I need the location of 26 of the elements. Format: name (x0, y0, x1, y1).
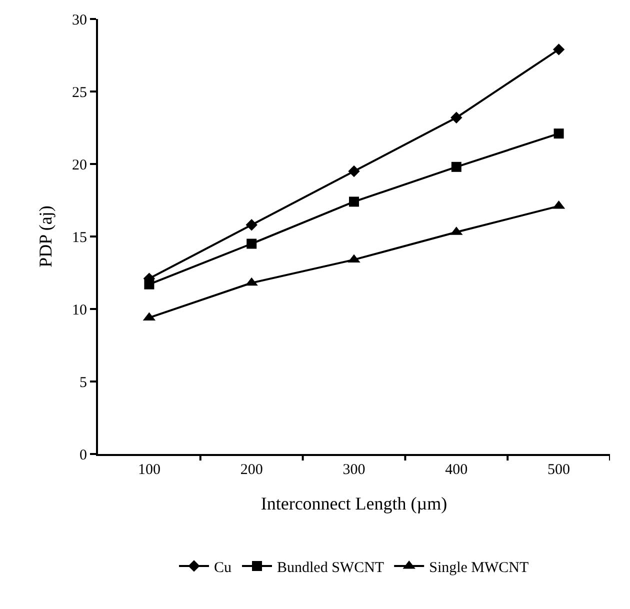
point (348, 165, 360, 178)
point (349, 196, 359, 207)
y-tick-label: 5 (80, 374, 87, 391)
x-tick-label: 200 (240, 462, 263, 478)
legend-label: Bundled SWCNT (277, 560, 384, 576)
y-tick-label: 10 (72, 302, 87, 318)
x-axis-title: Interconnect Length (µm) (260, 494, 448, 514)
point (554, 128, 564, 139)
y-tick-label: 30 (72, 12, 87, 28)
y-axis-title: PDP (aj) (36, 206, 56, 268)
y-tick-label: 0 (80, 447, 87, 464)
point (450, 112, 462, 124)
point (246, 219, 258, 231)
point (552, 44, 565, 56)
x-tick-label: 500 (548, 462, 570, 478)
point (144, 279, 154, 290)
y-tick-label: 20 (72, 157, 87, 174)
legend-label: Single MWCNT (429, 560, 529, 576)
point (246, 238, 257, 249)
legend-label: Cu (214, 560, 232, 576)
point (451, 162, 462, 172)
x-tick-label: 400 (445, 462, 468, 478)
y-tick-label: 15 (72, 230, 87, 246)
x-tick-label: 300 (342, 462, 366, 478)
x-tick-label: 100 (138, 462, 160, 478)
y-tick-label: 25 (72, 84, 87, 101)
